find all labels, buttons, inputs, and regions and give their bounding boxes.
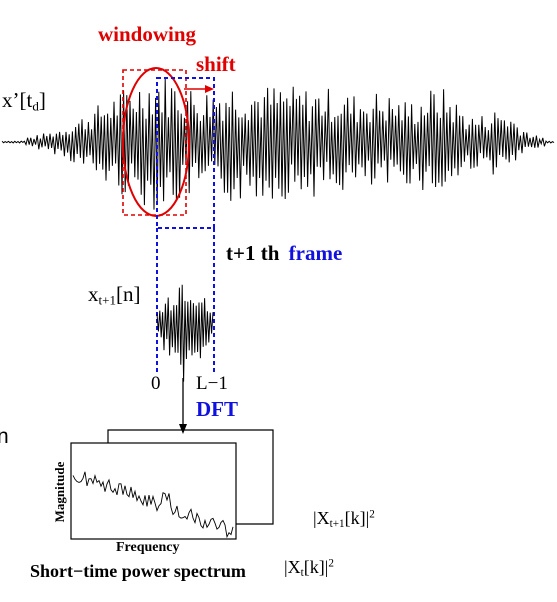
dft-arrow-head xyxy=(179,424,187,434)
speech-waveform xyxy=(1,78,555,210)
speech-waveform-trace xyxy=(1,78,555,210)
signal-main-label: x’[td] xyxy=(2,88,46,114)
frame-word-label: frame xyxy=(288,241,343,265)
shift-label: shift xyxy=(196,52,236,76)
frame-waveform xyxy=(156,284,214,382)
dft-label: DFT xyxy=(196,397,238,421)
magnitude-axis-label: Magnitude xyxy=(52,461,67,523)
spectrum-title: Short−time power spectrum xyxy=(30,561,246,581)
tick-end-label: L−1 xyxy=(196,373,228,394)
shift-arrow-head xyxy=(205,85,214,93)
spectrum-back-frame xyxy=(107,429,274,525)
next-frame-box xyxy=(156,77,215,229)
tick-zero-label: 0 xyxy=(151,373,161,394)
spectrum-curve xyxy=(72,471,234,539)
frame-title: t+1 th frame xyxy=(226,241,342,266)
edge-text-fragment: n xyxy=(0,425,9,448)
spectrum-front-frame xyxy=(70,442,237,540)
frame-signal-label: xt+1[n] xyxy=(88,282,141,308)
spectrum-cur-label: |Xt[k]|2 xyxy=(284,557,334,579)
frequency-axis-label: Frequency xyxy=(116,540,180,555)
spectrum-next-label: |Xt+1[k]|2 xyxy=(313,508,375,530)
windowing-label: windowing xyxy=(98,22,197,46)
frame-waveform-trace xyxy=(156,284,214,382)
frame-index-label: t+1 th xyxy=(226,241,280,265)
